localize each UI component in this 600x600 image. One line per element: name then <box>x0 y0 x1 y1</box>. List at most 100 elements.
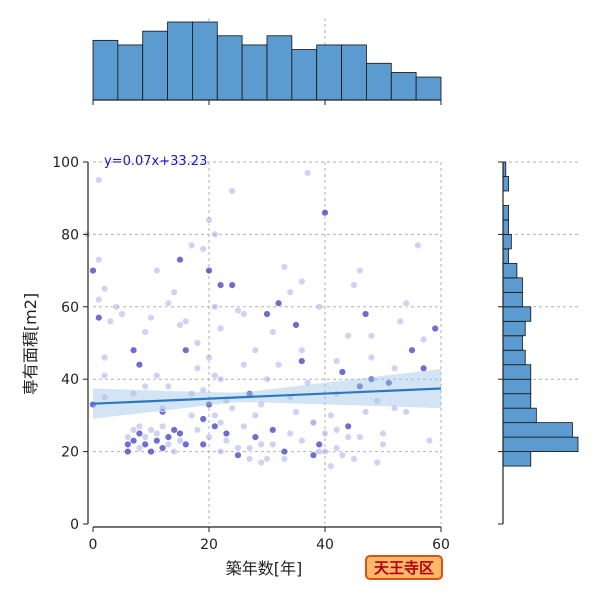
scatter-point <box>164 299 173 307</box>
y-tick-label: 40 <box>61 372 79 388</box>
scatter-point <box>112 303 120 311</box>
scatter-point <box>419 364 428 372</box>
y-tick-label: 80 <box>61 227 79 243</box>
scatter-point <box>228 281 236 289</box>
y-hist-bar <box>502 451 532 467</box>
scatter-point <box>379 429 387 438</box>
scatter-point <box>269 426 277 434</box>
scatter-point <box>158 404 167 412</box>
scatter-point <box>332 357 341 365</box>
x-hist-bar <box>291 49 318 101</box>
scatter-point <box>182 346 190 354</box>
scatter-point <box>124 447 132 456</box>
scatter-point <box>269 440 277 449</box>
y-tick-label: 0 <box>70 517 79 533</box>
scatter-point <box>367 375 376 383</box>
y-hist-bar <box>502 277 523 293</box>
scatter-point <box>211 422 219 430</box>
scatter-point <box>245 444 254 452</box>
scatter-point <box>187 411 196 420</box>
scatter-point <box>89 266 97 275</box>
scatter-point <box>240 422 248 430</box>
scatter-point <box>356 433 364 441</box>
x-tick-label: 0 <box>89 537 98 553</box>
scatter-point <box>338 451 347 459</box>
scatter-point <box>176 437 184 445</box>
scatter-point <box>257 400 265 409</box>
scatter-point <box>251 433 260 441</box>
regression-equation: y=0.07x+33.23 <box>104 154 207 169</box>
y-hist-bar <box>502 262 518 279</box>
scatter-point <box>211 371 219 380</box>
scatter-point <box>327 411 335 420</box>
scatter-point <box>292 408 300 416</box>
scatter-point <box>356 266 364 275</box>
x-tick-label: 20 <box>200 537 218 553</box>
scatter-point <box>147 314 155 322</box>
scatter-point <box>350 281 358 289</box>
scatter-point <box>309 418 318 427</box>
scatter-point <box>390 364 399 372</box>
scatter-point <box>298 277 306 286</box>
scatter-point <box>245 455 254 463</box>
scatter-point <box>286 288 294 296</box>
scatter-point <box>286 429 294 438</box>
scatter-point <box>257 440 265 449</box>
scatter-point <box>280 455 289 463</box>
scatter-point <box>373 397 381 405</box>
scatter-point <box>193 339 202 347</box>
scatter-point <box>414 241 422 250</box>
scatter-point <box>129 390 138 398</box>
scatter-point <box>402 408 410 416</box>
scatter-point <box>205 353 213 362</box>
scatter-point <box>234 306 242 315</box>
y-hist-bar <box>502 233 512 250</box>
scatter-point <box>199 415 207 423</box>
scatter-point <box>129 346 138 354</box>
y-hist-bar <box>502 306 532 322</box>
scatter-point <box>176 321 184 329</box>
scatter-point <box>100 285 109 293</box>
scatter-point <box>176 256 184 264</box>
scatter-point <box>263 455 271 463</box>
scatter-point <box>419 335 428 344</box>
scatter-point <box>298 346 306 354</box>
scatter-point <box>292 321 300 329</box>
scatter-point <box>228 404 236 412</box>
scatter-point <box>176 429 184 438</box>
scatter-point <box>269 328 277 336</box>
scatter-point <box>216 418 225 427</box>
scatter-point <box>216 324 225 333</box>
x-hist-bar <box>341 44 367 101</box>
scatter-point <box>385 379 393 387</box>
scatter-point <box>205 400 213 409</box>
scatter-point <box>106 317 115 325</box>
scatter-point <box>182 317 190 325</box>
scatter-point <box>251 346 260 354</box>
scatter-point <box>222 429 231 438</box>
scatter-points <box>83 169 439 470</box>
scatter-point <box>274 361 283 369</box>
scatter-point <box>211 411 219 420</box>
y-hist-bar <box>502 219 509 235</box>
scatter-point <box>170 447 178 456</box>
x-hist-bar <box>216 35 243 101</box>
x-hist-bar <box>241 44 268 101</box>
scatter-point <box>315 303 323 311</box>
scatter-point <box>211 230 219 239</box>
y-hist-bar <box>502 422 573 438</box>
scatter-point <box>298 437 306 445</box>
scatter-point <box>124 433 132 441</box>
scatter-point <box>240 310 248 318</box>
scatter-point <box>193 426 202 434</box>
scatter-point <box>315 447 323 456</box>
x-hist-bar <box>117 44 144 101</box>
scatter-point <box>240 361 248 369</box>
scatter-point <box>251 411 260 420</box>
scatter-point <box>135 429 144 438</box>
scatter-point <box>344 332 352 340</box>
main-axes: 0 20 40 60 0 20 40 60 80 100 <box>52 155 450 553</box>
y-axis-label: 専有面積[m2] <box>21 293 40 395</box>
scatter-point <box>199 245 207 253</box>
scatter-point <box>153 437 161 445</box>
